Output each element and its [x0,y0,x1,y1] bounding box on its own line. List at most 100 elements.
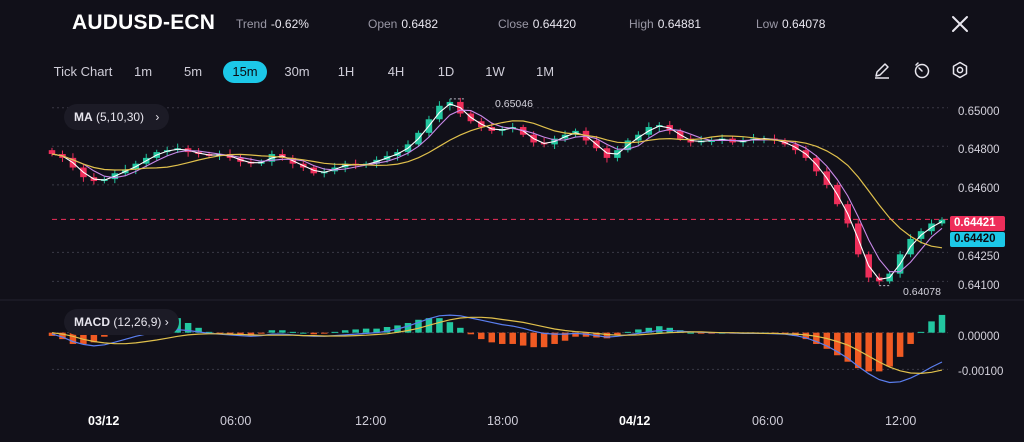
settings-icon[interactable] [950,60,970,80]
macd-histogram-bar [289,331,297,333]
open-stat: Open 0.6482 [368,17,438,31]
macd-histogram-bar [205,331,213,333]
macd-axis-label: 0.00000 [958,331,1000,343]
macd-histogram-bar [635,329,642,333]
high-mark-label: 0.65046 [495,98,533,110]
macd-histogram-bar [687,332,694,334]
macd-histogram-bar [834,332,841,356]
macd-histogram-bar [603,332,611,339]
ma-indicator-name: MA [74,110,93,124]
ma5-line [51,103,943,281]
open-value: 0.6482 [401,17,439,31]
macd-histogram-bar [886,332,893,367]
close-price-badge: 0.64420 [950,232,1005,247]
last-price-badge: 0.64421 [950,216,1005,231]
draw-pen-icon[interactable] [872,60,892,80]
macd-histogram-bar [624,331,632,333]
macd-axis-label: -0.00100 [958,366,1004,378]
close-label: Close [498,17,529,31]
candle-up [708,140,715,143]
macd-histogram-bar [917,331,925,333]
price-chart[interactable] [0,95,1024,405]
price-axis-label: 0.65000 [958,106,1000,118]
price-axis-label: 0.64250 [958,251,1000,263]
macd-histogram-bar [247,332,255,336]
macd-histogram-bar [226,332,234,335]
instrument-symbol: AUDUSD-ECN [72,11,216,34]
time-axis-label: 12:00 [885,414,917,428]
timeframe-30m[interactable]: 30m [284,64,310,79]
ma-indicator-params: (5,10,30) [96,110,145,124]
macd-signal-line [51,316,943,375]
macd-histogram-bar [478,332,485,340]
trend-value: -0.62% [270,17,309,31]
macd-histogram-bar [572,332,579,337]
price-axis-label: 0.64100 [958,280,1000,292]
macd-histogram-bar [383,327,391,333]
macd-histogram-bar [488,332,496,343]
macd-histogram-bar [352,329,359,333]
macd-line [51,314,943,384]
timeframe-4h[interactable]: 4H [387,64,405,79]
macd-histogram-bar [844,332,852,362]
low-mark-label: 0.64078 [903,286,941,298]
macd-histogram-bar [237,332,244,336]
macd-histogram-bar [802,332,810,340]
macd-histogram-bar [341,330,349,333]
time-axis-label: 06:00 [220,414,252,428]
ma-indicator-pill[interactable]: MA (5,10,30) › [64,104,170,130]
macd-histogram-bar [216,332,223,334]
macd-histogram-bar [645,327,653,333]
macd-histogram-bar [813,332,820,344]
time-axis-label: 04/12 [619,414,651,428]
macd-histogram-bar [907,332,914,344]
macd-histogram-bar [69,332,77,344]
low-stat: Low 0.64078 [756,17,825,31]
timeframe-1d[interactable]: 1D [437,64,455,79]
macd-histogram-bar [656,326,663,333]
macd-histogram-bar [540,332,548,348]
macd-histogram-bar [614,332,621,336]
high-label: High [629,17,654,31]
macd-histogram-bar [865,332,872,372]
close-value: 0.64420 [532,17,577,31]
macd-histogram-bar [373,328,380,333]
time-axis-label: 06:00 [752,414,784,428]
timeframe-tick-chart[interactable]: Tick Chart [53,64,113,79]
macd-indicator-pill[interactable]: MACD (12,26,9) › [64,309,179,335]
macd-histogram-bar [530,332,537,348]
close-stat: Close 0.64420 [498,17,576,31]
timeframe-1w[interactable]: 1W [485,64,505,79]
timeframe-15m[interactable]: 15m [223,61,267,83]
timeframe-5m[interactable]: 5m [183,64,203,79]
low-label: Low [756,17,779,31]
timeframe-1mo[interactable]: 1M [535,64,555,79]
time-axis-label: 12:00 [355,414,387,428]
macd-histogram-bar [258,332,265,334]
macd-histogram-bar [90,332,98,343]
macd-histogram-bar [268,330,276,333]
close-icon[interactable] [948,12,972,36]
macd-histogram-bar [509,332,516,344]
trend-label: Trend [236,17,267,31]
macd-histogram-bar [362,328,370,333]
macd-histogram-bar [938,314,946,333]
low-value: 0.64078 [782,17,826,31]
macd-indicator-params: (12,26,9) [113,315,162,329]
ma10-line [51,109,943,273]
timeframe-1m[interactable]: 1m [133,64,153,79]
timer-icon[interactable] [912,60,932,80]
price-axis-label: 0.64800 [958,144,1000,156]
price-axis-label: 0.64600 [958,183,1000,195]
macd-histogram-bar [519,332,527,346]
macd-histogram-bar [875,332,883,372]
macd-histogram-bar [697,332,705,334]
macd-histogram-bar [446,322,454,333]
time-axis-label: 18:00 [487,414,519,428]
macd-histogram-bar [467,332,475,335]
timeframe-1h[interactable]: 1H [337,64,355,79]
macd-histogram-bar [59,332,66,340]
macd-histogram-bar [436,318,443,333]
high-value: 0.64881 [657,17,702,31]
macd-histogram-bar [310,332,318,335]
